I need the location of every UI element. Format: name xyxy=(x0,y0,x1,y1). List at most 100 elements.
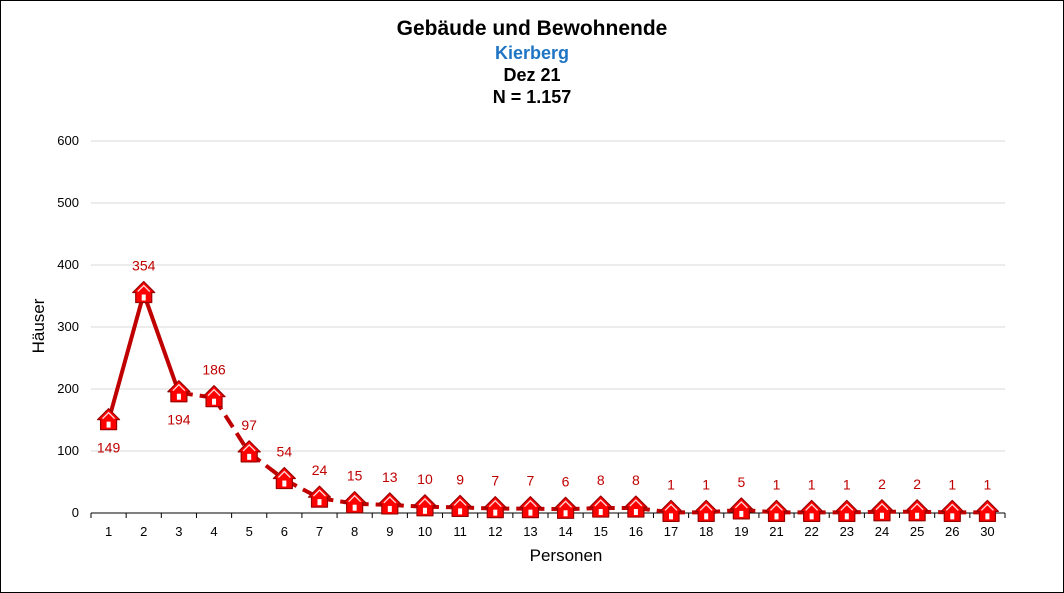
x-tick-label: 10 xyxy=(418,524,432,539)
house-marker xyxy=(835,499,859,522)
house-marker xyxy=(237,440,261,463)
data-label: 8 xyxy=(632,472,640,488)
x-tick-label: 1 xyxy=(105,524,112,539)
x-axis: 1 2 3 4 5 6 7 8 9 10 11 12 13 14 15 16 17 18 19 21 22 23 24 25 2… xyxy=(90,512,1006,539)
x-tick-label: 8 xyxy=(351,524,358,539)
data-label: 194 xyxy=(167,412,191,428)
x-axis-label: Personen xyxy=(530,546,603,565)
x-tick-label: 24 xyxy=(875,524,889,539)
x-tick-label: 11 xyxy=(453,524,467,539)
house-marker xyxy=(975,499,1000,522)
x-tick-label: 5 xyxy=(246,524,253,539)
y-tick-label: 100 xyxy=(57,443,79,458)
house-marker xyxy=(518,496,543,519)
data-label: 8 xyxy=(597,472,605,488)
x-tick-label: 22 xyxy=(804,524,818,539)
house-marker xyxy=(343,491,367,514)
y-tick-label: 0 xyxy=(72,505,79,520)
data-label: 54 xyxy=(277,444,293,460)
x-tick-label: 17 xyxy=(664,524,678,539)
x-tick-label: 6 xyxy=(281,524,288,539)
x-tick-label: 19 xyxy=(734,524,748,539)
data-label: 1 xyxy=(702,476,710,492)
chart-title: Gebäude und Bewohnende xyxy=(396,17,668,40)
data-label: 97 xyxy=(241,417,257,433)
house-marker xyxy=(483,496,507,519)
y-axis-ticks: 0 100 200 300 400 500 600 xyxy=(57,133,79,520)
house-marker xyxy=(202,385,226,408)
x-tick-label: 3 xyxy=(175,524,182,539)
chart-period: Dez 21 xyxy=(503,65,561,85)
house-marker xyxy=(378,492,402,515)
house-marker xyxy=(800,499,824,522)
data-label: 9 xyxy=(456,471,464,487)
data-label: 2 xyxy=(913,476,921,492)
house-marker xyxy=(413,494,437,517)
house-marker xyxy=(448,494,472,518)
data-label: 149 xyxy=(97,440,121,456)
data-label: 10 xyxy=(417,471,433,487)
house-marker xyxy=(167,380,191,403)
data-label: 5 xyxy=(737,474,745,490)
chart-n-label: N = 1.157 xyxy=(492,87,572,107)
house-marker xyxy=(132,280,156,304)
data-label: 186 xyxy=(202,362,226,378)
house-marker xyxy=(870,499,894,522)
gridlines xyxy=(91,140,1005,452)
x-tick-label: 13 xyxy=(523,524,537,539)
x-tick-label: 12 xyxy=(488,524,502,539)
x-tick-label: 25 xyxy=(910,524,924,539)
data-label: 13 xyxy=(382,469,398,485)
data-markers xyxy=(96,280,1000,522)
x-tick-label: 26 xyxy=(945,524,959,539)
data-label: 7 xyxy=(527,473,535,489)
data-label: 1 xyxy=(667,476,675,492)
data-label: 1 xyxy=(808,476,816,492)
house-marker xyxy=(624,495,648,518)
x-tick-label: 16 xyxy=(629,524,643,539)
house-marker xyxy=(272,466,296,490)
chart-subtitle: Kierberg xyxy=(494,43,570,63)
data-label: 1 xyxy=(984,476,992,492)
house-marker xyxy=(940,499,964,522)
house-marker xyxy=(764,499,789,522)
y-tick-label: 500 xyxy=(57,195,79,210)
data-label: 6 xyxy=(562,473,570,489)
house-marker xyxy=(694,499,718,522)
data-label: 15 xyxy=(347,468,363,484)
x-tick-label: 21 xyxy=(769,524,783,539)
house-marker xyxy=(307,485,332,508)
y-axis-label: Häuser xyxy=(29,298,48,353)
data-label: 1 xyxy=(843,476,851,492)
data-label: 1 xyxy=(948,476,956,492)
x-tick-label: 7 xyxy=(316,524,323,539)
x-tick-label: 14 xyxy=(558,524,572,539)
x-tick-label: 23 xyxy=(840,524,854,539)
house-marker xyxy=(659,499,683,522)
chart-titles: Gebäude und Bewohnende Kierberg Dez 21 N… xyxy=(0,16,1064,108)
data-label: 354 xyxy=(132,258,156,274)
house-marker xyxy=(96,408,121,431)
data-label: 7 xyxy=(491,473,499,489)
y-tick-label: 300 xyxy=(57,319,79,334)
data-label: 24 xyxy=(312,462,328,478)
house-marker xyxy=(589,495,613,518)
data-label: 2 xyxy=(878,476,886,492)
data-series xyxy=(106,291,988,515)
x-tick-label: 4 xyxy=(210,524,217,539)
x-tick-label: 15 xyxy=(593,524,607,539)
x-tick-label: 9 xyxy=(386,524,393,539)
house-marker xyxy=(553,496,578,519)
x-tick-label: 18 xyxy=(699,524,713,539)
y-tick-label: 200 xyxy=(57,381,79,396)
x-tick-label: 2 xyxy=(140,524,147,539)
y-tick-label: 400 xyxy=(57,257,79,272)
series-line-segment xyxy=(141,291,181,395)
y-tick-label: 600 xyxy=(57,133,79,148)
data-label: 1 xyxy=(773,476,781,492)
house-marker xyxy=(905,499,929,522)
house-marker xyxy=(729,497,753,520)
